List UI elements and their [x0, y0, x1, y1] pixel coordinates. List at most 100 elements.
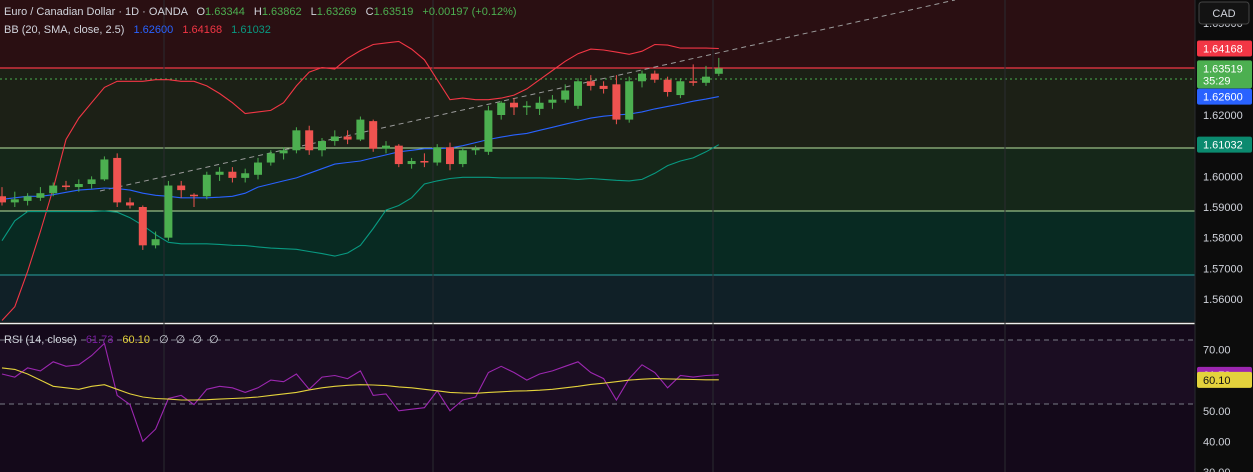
rsi-tick-label: 40.00 — [1203, 436, 1231, 448]
candle-body — [663, 79, 672, 92]
rsi-ma-badge: 60.10 — [1203, 375, 1231, 387]
rsi-ma-line — [1, 367, 719, 401]
candle-body — [23, 196, 32, 201]
legend-line: Euro / Canadian Dollar · 1D · OANDA O1.6… — [4, 6, 517, 18]
candle-body — [177, 185, 186, 191]
candle-body — [36, 193, 45, 198]
upper-band-badge: 1.64168 — [1203, 44, 1243, 56]
chart-series — [0, 40, 723, 443]
bb-basis-value: 1.62600 — [134, 24, 174, 36]
change-value: +0.00197 (+0.12%) — [422, 6, 516, 18]
candle-body — [215, 171, 224, 175]
rsi-tick-label: 70.00 — [1203, 345, 1231, 357]
candle-body — [254, 162, 262, 175]
candle-body — [49, 185, 58, 194]
candle-body — [522, 105, 531, 108]
rsi-extra-2: ∅ — [176, 334, 186, 346]
candle-body — [394, 145, 403, 165]
candle-body — [433, 147, 442, 163]
rsi-ma-badge-bg — [1197, 371, 1252, 388]
candle-body — [535, 102, 544, 109]
symbol-title: Euro / Canadian Dollar · 1D · OANDA — [4, 6, 189, 18]
candle-body — [574, 81, 582, 106]
bb-basis-line — [1, 96, 719, 200]
rsi-tick-label: 30.00 — [1203, 467, 1231, 472]
candle-body — [471, 148, 480, 151]
price-axis: 1.650001.620001.600001.590001.580001.570… — [1197, 18, 1252, 472]
candle-body — [625, 81, 634, 120]
candle-body — [650, 73, 659, 80]
upper-band-badge-bg — [1197, 40, 1252, 57]
zone-band-3 — [0, 211, 1195, 275]
open-label: O — [196, 6, 205, 18]
candle-body — [382, 145, 390, 149]
bb-lower-line — [1, 144, 720, 257]
close-value: 1.63519 — [374, 6, 414, 18]
candle-body — [484, 110, 493, 152]
bb-legend[interactable]: BB (20, SMA, close, 2.5) 1.62600 1.64168… — [4, 24, 271, 36]
rsi-legend-value: 61.73 — [86, 334, 114, 346]
candle-body — [10, 199, 19, 203]
bb-lower-value: 1.61032 — [231, 24, 271, 36]
rsi-line — [1, 342, 719, 443]
candle-body — [561, 90, 570, 100]
rsi-extra-3: ∅ — [192, 334, 202, 346]
candle-body — [510, 102, 518, 108]
zone-upper — [0, 0, 1195, 68]
high-value: 1.63862 — [262, 6, 302, 18]
candle-body — [126, 202, 134, 206]
currency-button[interactable] — [1198, 1, 1250, 25]
candle-body — [0, 196, 6, 203]
candle-body — [638, 73, 646, 82]
candle-body — [164, 185, 173, 238]
price-tick-label: 1.62000 — [1203, 110, 1243, 122]
price-tick-label: 1.60000 — [1203, 171, 1243, 183]
candle-body — [356, 119, 365, 140]
price-badge-extra: 35:29 — [1203, 75, 1231, 87]
candle-body — [599, 85, 608, 89]
candle-body — [702, 76, 710, 83]
grid — [163, 0, 1006, 472]
candle-body — [292, 130, 301, 151]
candle-body — [100, 159, 109, 180]
currency-button-label: CAD — [1212, 8, 1235, 20]
candle-body — [318, 141, 326, 151]
candle-body — [369, 121, 378, 149]
candle-body — [266, 153, 275, 163]
candle-body — [228, 171, 237, 178]
price-tick-label: 1.57000 — [1203, 263, 1243, 275]
candle-body — [151, 239, 160, 246]
rsi-ma-legend-value: 60.10 — [122, 334, 150, 346]
rsi-extra-4: ∅ — [209, 334, 219, 346]
bb-upper-line — [1, 40, 719, 321]
bb-label: BB (20, SMA, close, 2.5) — [4, 24, 124, 36]
candle-body — [548, 99, 557, 103]
candle-body — [446, 147, 454, 165]
low-value: 1.63269 — [317, 6, 357, 18]
zone-band-1 — [0, 68, 1195, 148]
candle-body — [420, 161, 429, 163]
rsi-label: RSI (14, close) — [4, 334, 77, 346]
lower-band-badge: 1.61032 — [1203, 140, 1243, 152]
price-tick-label: 1.56000 — [1203, 294, 1243, 306]
candle-body — [202, 174, 211, 197]
open-value: 1.63344 — [205, 6, 245, 18]
candle-body — [62, 185, 70, 188]
candle-body — [138, 207, 147, 246]
candle-body — [714, 68, 723, 74]
candle-body — [497, 102, 506, 115]
candle-body — [407, 161, 416, 165]
basis-badge-bg — [1197, 88, 1252, 105]
candle-body — [87, 179, 96, 184]
lower-band-badge-bg — [1197, 136, 1252, 153]
price-tick-label: 1.59000 — [1203, 202, 1243, 214]
bb-upper-value: 1.64168 — [182, 24, 222, 36]
candle-body — [74, 184, 83, 188]
price-badge: 1.63519 — [1203, 63, 1243, 75]
candle-body — [279, 150, 288, 154]
basis-badge: 1.62600 — [1203, 92, 1243, 104]
candle-body — [190, 194, 198, 197]
zone-band-4 — [0, 275, 1195, 322]
rsi-legend[interactable]: RSI (14, close) 61.73 60.10 ∅ ∅ ∅ ∅ — [4, 334, 219, 346]
